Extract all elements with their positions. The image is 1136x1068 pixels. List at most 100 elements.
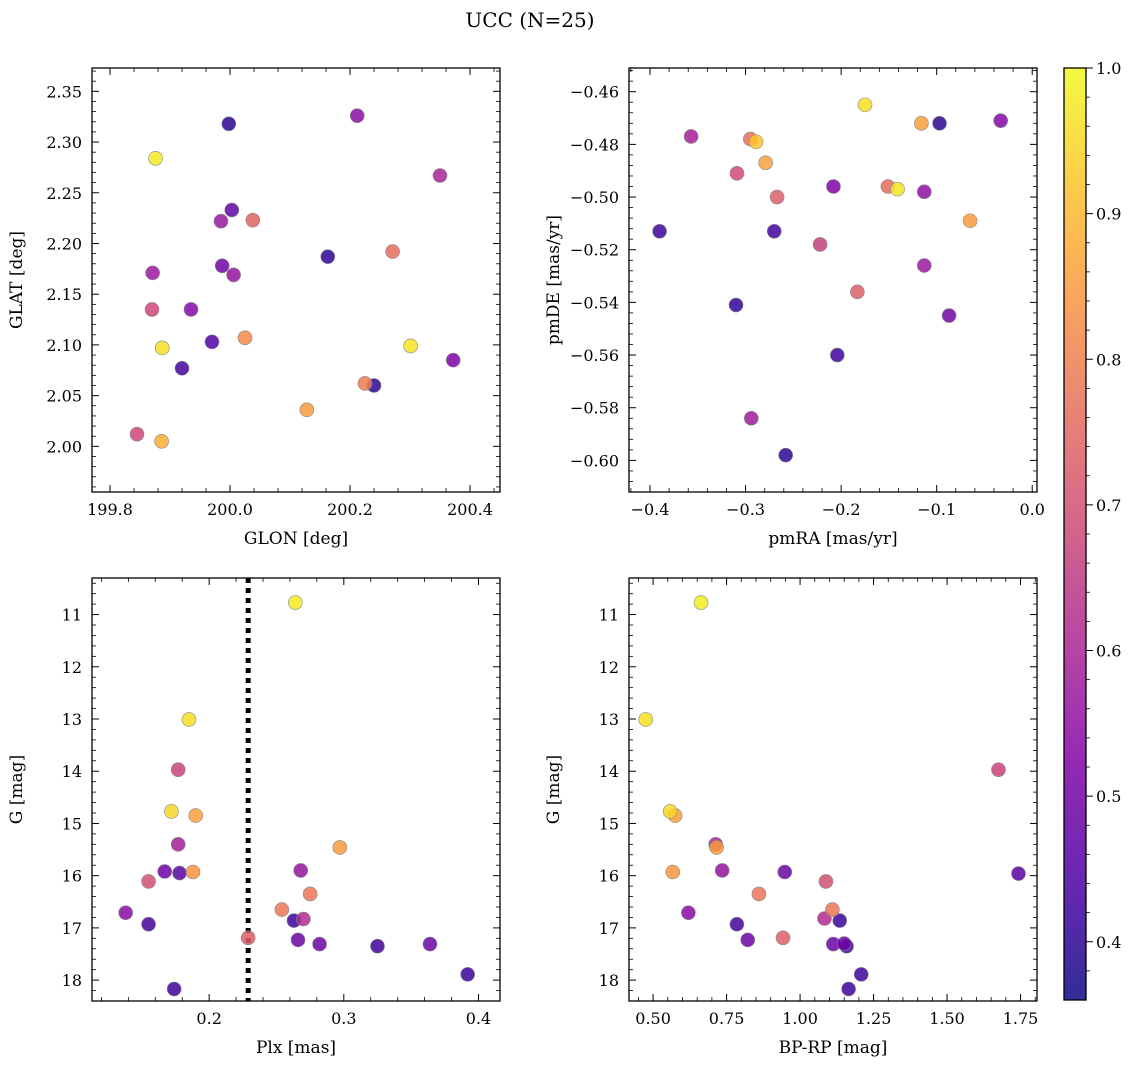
x-tick-label: 199.8 <box>87 500 133 519</box>
y-tick-label: 2.00 <box>46 437 82 456</box>
data-point <box>778 447 794 463</box>
data-point <box>683 129 699 144</box>
data-point <box>1011 866 1026 881</box>
y-tick-label: 2.05 <box>46 387 82 406</box>
data-point <box>748 134 764 150</box>
data-point <box>148 150 163 166</box>
data-point <box>836 936 852 951</box>
x-tick-label: 1.00 <box>782 1009 818 1028</box>
data-point <box>403 338 418 354</box>
data-point <box>296 911 311 927</box>
y-tick-label: −0.60 <box>570 451 619 470</box>
x-tick-label: −0.1 <box>917 500 956 519</box>
colorbar: 0.4 0.5 0.6 0.7 0.8 0.9 1.0 <box>1063 59 1121 1001</box>
data-point <box>141 874 156 889</box>
data-point <box>993 113 1008 128</box>
colorbar-tick-label: 0.5 <box>1096 787 1121 806</box>
x-tick-label: 200.0 <box>207 500 253 519</box>
data-point <box>829 347 845 363</box>
colorbar-tick-label: 0.4 <box>1096 933 1121 952</box>
data-point <box>825 902 840 917</box>
y-tick-label: −0.56 <box>570 346 619 365</box>
panel-2: −0.4 −0.3 −0.2 −0.1 0.0 −0.46 −0.48 −0.50 −0.52 −… <box>544 67 1045 549</box>
data-point <box>432 168 448 183</box>
data-point <box>709 840 724 855</box>
x-tick-label: 0.0 <box>1019 500 1044 519</box>
x-axis-label: Plx [mas] <box>256 1038 336 1058</box>
data-point <box>170 762 186 777</box>
y-tick-label: 12 <box>62 658 82 677</box>
data-point <box>681 905 696 921</box>
y-tick-label: −0.52 <box>570 241 619 260</box>
data-point <box>775 930 791 946</box>
x-tick-label: −0.3 <box>726 500 765 519</box>
data-point <box>332 840 348 855</box>
y-tick-label: 14 <box>62 762 82 781</box>
data-point <box>245 212 261 228</box>
x-tick-label: 1.25 <box>856 1009 892 1028</box>
colorbar-tick-label: 0.7 <box>1096 496 1121 515</box>
y-axis-label: G [mag] <box>544 755 564 824</box>
figure-title: UCC (N=25) <box>465 8 594 32</box>
data-point <box>638 712 654 727</box>
data-point <box>914 116 929 131</box>
y-tick-label: 15 <box>599 814 619 833</box>
data-point <box>274 902 290 917</box>
data-point <box>890 181 905 197</box>
data-point <box>777 864 793 880</box>
data-point <box>385 244 400 259</box>
data-point <box>226 267 241 283</box>
data-point <box>349 108 365 123</box>
y-tick-label: 12 <box>599 658 619 677</box>
data-point <box>357 376 373 391</box>
data-point <box>237 330 253 346</box>
data-point <box>370 938 385 954</box>
y-tick-label: 11 <box>599 606 619 625</box>
y-tick-label: 17 <box>62 919 82 938</box>
colorbar-tick-label: 0.9 <box>1096 205 1121 224</box>
y-tick-label: 11 <box>62 606 82 625</box>
panels: 199.8 200.0 200.2 200.4 2.00 2.05 2.10 2.15 2.20… <box>7 67 1045 1058</box>
y-tick-label: −0.46 <box>570 83 619 102</box>
data-point <box>214 258 230 274</box>
data-point <box>853 967 869 982</box>
data-point <box>288 595 303 610</box>
data-point <box>652 223 667 239</box>
data-point <box>751 886 767 902</box>
data-point <box>422 936 438 952</box>
data-point <box>916 184 932 200</box>
data-point <box>766 223 782 239</box>
data-point <box>812 237 828 252</box>
data-point <box>299 402 315 418</box>
panel-4: 0.50 0.75 1.00 1.25 1.50 1.75 11 12 13 14 15 16 17 18… <box>544 577 1039 1058</box>
data-point <box>154 340 170 356</box>
colorbar-ticks: 0.4 0.5 0.6 0.7 0.8 0.9 1.0 <box>1086 59 1121 972</box>
y-axis-label: GLAT [deg] <box>7 231 27 329</box>
y-tick-label: 2.35 <box>46 82 82 101</box>
y-tick-label: −0.54 <box>570 293 619 312</box>
plot-frame <box>628 577 1038 1002</box>
data-point <box>665 864 681 880</box>
data-point <box>157 864 173 879</box>
y-tick-label: −0.58 <box>570 399 619 418</box>
data-point <box>662 804 678 819</box>
x-tick-label: −0.2 <box>822 500 861 519</box>
data-point <box>145 265 160 281</box>
data-point <box>293 863 309 878</box>
x-tick-label: 1.50 <box>929 1009 965 1028</box>
data-point <box>204 334 220 350</box>
y-tick-label: 13 <box>62 710 82 729</box>
data-point <box>769 189 785 205</box>
data-point <box>693 595 709 610</box>
data-point <box>841 981 856 997</box>
x-axis-label: BP-RP [mag] <box>779 1038 888 1058</box>
y-tick-label: 16 <box>62 867 82 886</box>
data-point <box>312 936 327 952</box>
data-point <box>729 166 745 181</box>
data-point <box>240 930 256 946</box>
x-tick-label: 1.75 <box>1003 1009 1039 1028</box>
data-point <box>740 932 756 948</box>
y-tick-label: 18 <box>62 971 82 990</box>
data-point <box>729 916 745 932</box>
